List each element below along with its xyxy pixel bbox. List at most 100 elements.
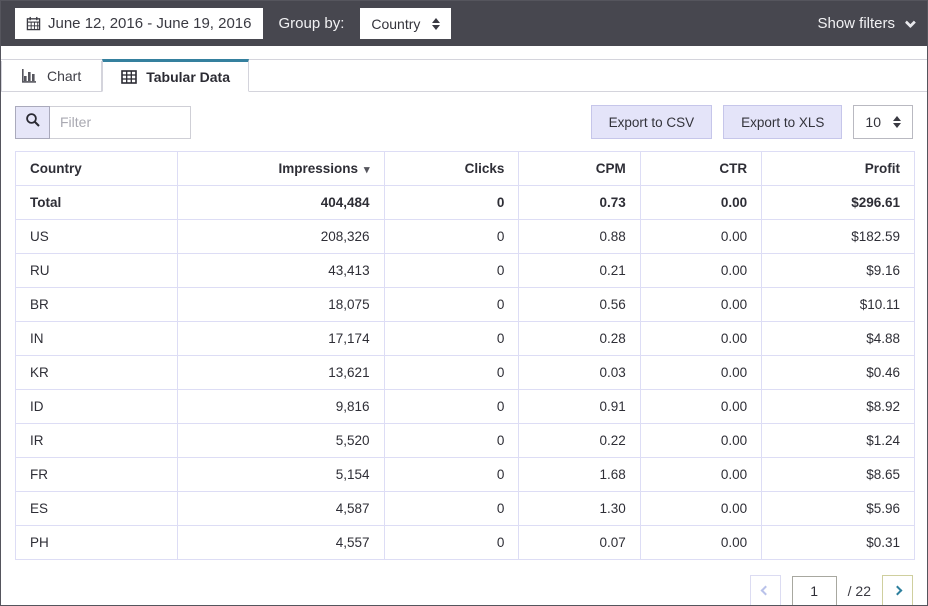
table-cell-ctr: 0.00 bbox=[639, 321, 763, 356]
search-icon-button[interactable] bbox=[15, 105, 50, 139]
column-header-label: CTR bbox=[719, 161, 748, 176]
table-cell-country: US bbox=[15, 219, 178, 254]
table-cell-cpm: 0.91 bbox=[518, 389, 641, 424]
table-row: BR 18,075 0 0.56 0.00 $10.11 bbox=[15, 287, 915, 322]
page-size-select[interactable]: 10 bbox=[853, 105, 913, 139]
table-cell-ctr: 0.00 bbox=[639, 423, 763, 458]
table-cell-ctr: 0.00 bbox=[639, 185, 763, 220]
table-cell-clicks: 0 bbox=[383, 525, 520, 560]
chevron-down-icon bbox=[904, 16, 917, 28]
table-cell-ctr: 0.00 bbox=[639, 491, 763, 526]
table-cell-ctr: 0.00 bbox=[639, 287, 763, 322]
table-cell-ctr: 0.00 bbox=[639, 355, 763, 390]
table-cell-cpm: 1.68 bbox=[518, 457, 641, 492]
group-by-select[interactable]: Country bbox=[360, 8, 452, 39]
column-header-cpm[interactable]: CPM bbox=[518, 151, 641, 186]
table-cell-cpm: 0.56 bbox=[518, 287, 641, 322]
table-cell-ctr: 0.00 bbox=[639, 219, 763, 254]
table-cell-impressions: 17,174 bbox=[176, 321, 385, 356]
table-cell-profit: $8.92 bbox=[761, 389, 915, 424]
table-row: KR 13,621 0 0.03 0.00 $0.46 bbox=[15, 355, 915, 390]
table-cell-impressions: 4,557 bbox=[176, 525, 385, 560]
group-by-label: Group by: bbox=[278, 15, 345, 32]
export-csv-button[interactable]: Export to CSV bbox=[590, 105, 713, 139]
table-cell-profit: $8.65 bbox=[761, 457, 915, 492]
select-spinner-icon bbox=[432, 17, 441, 30]
table-cell-impressions: 5,520 bbox=[176, 423, 385, 458]
tab-tabular-data-label: Tabular Data bbox=[146, 68, 230, 85]
column-header-label: Country bbox=[30, 161, 82, 176]
sort-desc-icon: ▾ bbox=[364, 164, 370, 176]
table-cell-impressions: 9,816 bbox=[176, 389, 385, 424]
table-cell-profit: $5.96 bbox=[761, 491, 915, 526]
tab-chart[interactable]: Chart bbox=[1, 61, 103, 92]
filter-group bbox=[15, 105, 191, 139]
table-cell-impressions: 43,413 bbox=[176, 253, 385, 288]
calendar-icon bbox=[26, 16, 41, 31]
filter-input[interactable] bbox=[50, 105, 191, 139]
table-cell-country: FR bbox=[15, 457, 178, 492]
table-cell-cpm: 0.03 bbox=[518, 355, 641, 390]
show-filters-toggle[interactable]: Show filters bbox=[817, 15, 917, 32]
table-row: RU 43,413 0 0.21 0.00 $9.16 bbox=[15, 253, 915, 288]
table-cell-country: Total bbox=[15, 185, 178, 220]
toolbar-right: Export to CSV Export to XLS 10 bbox=[590, 105, 913, 139]
table-cell-impressions: 404,484 bbox=[176, 185, 385, 220]
table-cell-profit: $10.11 bbox=[761, 287, 915, 322]
date-range-picker[interactable]: June 12, 2016 - June 19, 2016 bbox=[15, 8, 263, 39]
table-cell-profit: $9.16 bbox=[761, 253, 915, 288]
column-header-label: CPM bbox=[595, 161, 626, 176]
column-header-country[interactable]: Country bbox=[15, 151, 178, 186]
table-toolbar: Export to CSV Export to XLS 10 bbox=[1, 92, 927, 149]
table-cell-country: ES bbox=[15, 491, 178, 526]
table-cell-ctr: 0.00 bbox=[639, 525, 763, 560]
column-header-ctr[interactable]: CTR bbox=[639, 151, 763, 186]
table-row: FR 5,154 0 1.68 0.00 $8.65 bbox=[15, 457, 915, 492]
show-filters-label: Show filters bbox=[817, 15, 895, 32]
table-cell-clicks: 0 bbox=[383, 253, 520, 288]
table-cell-cpm: 0.07 bbox=[518, 525, 641, 560]
total-pages-label: / 22 bbox=[847, 582, 871, 599]
table-cell-cpm: 0.22 bbox=[518, 423, 641, 458]
chevron-right-icon bbox=[892, 585, 903, 596]
table-cell-profit: $182.59 bbox=[761, 219, 915, 254]
column-header-clicks[interactable]: Clicks bbox=[383, 151, 520, 186]
group-by-value: Country bbox=[371, 15, 421, 32]
table-cell-clicks: 0 bbox=[383, 491, 520, 526]
table-header-row: Country Impressions ▾ Clicks CPM CTR Prof… bbox=[15, 151, 915, 186]
column-header-label: Impressions bbox=[278, 161, 359, 176]
table-cell-cpm: 0.73 bbox=[518, 185, 641, 220]
table-row: PH 4,557 0 0.07 0.00 $0.31 bbox=[15, 525, 915, 560]
table-cell-country: IN bbox=[15, 321, 178, 356]
column-header-label: Clicks bbox=[464, 161, 505, 176]
table-row: US 208,326 0 0.88 0.00 $182.59 bbox=[15, 219, 915, 254]
column-header-impressions[interactable]: Impressions ▾ bbox=[176, 151, 385, 186]
search-icon bbox=[25, 112, 41, 133]
chevron-left-icon bbox=[760, 585, 771, 596]
table-cell-cpm: 1.30 bbox=[518, 491, 641, 526]
table-row: IN 17,174 0 0.28 0.00 $4.88 bbox=[15, 321, 915, 356]
export-xls-button[interactable]: Export to XLS bbox=[723, 105, 843, 139]
table-cell-ctr: 0.00 bbox=[639, 389, 763, 424]
previous-page-button[interactable] bbox=[749, 575, 781, 605]
table-cell-clicks: 0 bbox=[383, 219, 520, 254]
pagination: / 22 bbox=[1, 560, 927, 605]
table-cell-country: ID bbox=[15, 389, 178, 424]
column-header-profit[interactable]: Profit bbox=[761, 151, 915, 186]
page-size-value: 10 bbox=[865, 114, 881, 130]
tab-chart-label: Chart bbox=[47, 68, 82, 84]
table-cell-clicks: 0 bbox=[383, 355, 520, 390]
data-table: Country Impressions ▾ Clicks CPM CTR Prof… bbox=[15, 151, 915, 560]
table-cell-impressions: 5,154 bbox=[176, 457, 385, 492]
next-page-button[interactable] bbox=[882, 575, 913, 605]
table-total-row: Total 404,484 0 0.73 0.00 $296.61 bbox=[15, 185, 915, 220]
column-header-label: Profit bbox=[864, 161, 900, 176]
tab-tabular-data[interactable]: Tabular Data bbox=[102, 59, 249, 92]
table-cell-impressions: 208,326 bbox=[176, 219, 385, 254]
tab-strip: Chart Tabular Data bbox=[1, 59, 927, 92]
table-cell-impressions: 18,075 bbox=[176, 287, 385, 322]
page-number-input[interactable] bbox=[791, 575, 837, 605]
table-cell-cpm: 0.28 bbox=[518, 321, 641, 356]
table-cell-profit: $4.88 bbox=[761, 321, 915, 356]
